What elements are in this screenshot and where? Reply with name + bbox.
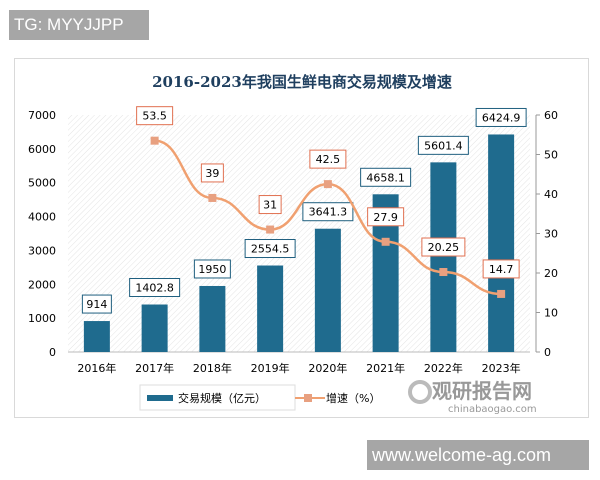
bar xyxy=(141,304,168,352)
legend-line-label: 增速（%） xyxy=(326,391,380,405)
bar-label: 3641.3 xyxy=(309,206,348,219)
bar xyxy=(199,285,226,352)
x-tick: 2020年 xyxy=(308,361,347,375)
bar-label-box xyxy=(244,239,296,259)
svg-text:观研报告网: 观研报告网 xyxy=(432,379,532,403)
line-point xyxy=(381,237,390,246)
line-point xyxy=(323,180,332,189)
line-point xyxy=(208,193,217,202)
line-point xyxy=(266,225,275,234)
bar-label: 2554.5 xyxy=(251,243,290,256)
y-left-tick: 5000 xyxy=(28,177,56,190)
bar-label: 1950 xyxy=(198,263,226,276)
bar-label: 4658.1 xyxy=(366,171,405,184)
line-label: 39 xyxy=(205,167,219,180)
y-left-tick: 1000 xyxy=(28,312,56,325)
watermark-top: TG: MYYJJPP xyxy=(9,10,149,40)
y-right-tick: 10 xyxy=(544,307,558,320)
line-label-box xyxy=(367,207,405,227)
y-right-tick: 40 xyxy=(544,188,558,201)
bar-label: 5601.4 xyxy=(424,139,463,152)
line-label-box xyxy=(421,237,466,257)
chart-frame xyxy=(14,58,589,418)
y-left-tick: 7000 xyxy=(28,109,56,122)
bar xyxy=(257,265,284,352)
y-left-tick: 2000 xyxy=(28,278,56,291)
line-label-box xyxy=(136,106,174,126)
line-label-box xyxy=(200,163,224,183)
bar-label-box xyxy=(81,294,112,314)
line-label: 27.9 xyxy=(373,211,398,224)
line-label: 53.5 xyxy=(142,110,167,123)
y-right-tick: 50 xyxy=(544,149,558,162)
y-right-tick: 20 xyxy=(544,267,558,280)
bar-label-box xyxy=(475,107,527,127)
bar-label-box xyxy=(129,278,181,298)
y-left-tick: 0 xyxy=(49,346,56,359)
bar xyxy=(83,321,110,352)
line-label-box xyxy=(258,195,282,215)
watermark-bottom: www.welcome-ag.com xyxy=(367,440,589,470)
x-tick: 2016年 xyxy=(77,361,116,375)
bar-label-box xyxy=(417,135,469,155)
line-label-box xyxy=(482,259,520,279)
x-tick: 2021年 xyxy=(366,361,405,375)
line-point xyxy=(497,289,506,298)
y-right-tick: 30 xyxy=(544,228,558,241)
line-label: 14.7 xyxy=(489,263,514,276)
x-tick: 2023年 xyxy=(482,361,521,375)
line-label: 42.5 xyxy=(316,153,341,166)
bar-label: 6424.9 xyxy=(482,111,521,124)
legend-bar-label: 交易规模（亿元） xyxy=(178,391,266,405)
x-tick: 2018年 xyxy=(193,361,232,375)
line-label: 20.25 xyxy=(428,241,460,254)
y-left-tick: 6000 xyxy=(28,143,56,156)
y-left-tick: 3000 xyxy=(28,244,56,257)
bar xyxy=(488,134,515,352)
line-label-box xyxy=(309,149,347,169)
legend-line-marker xyxy=(304,394,312,402)
x-tick: 2019年 xyxy=(251,361,290,375)
bar-label-box xyxy=(360,167,412,187)
legend-bar-swatch xyxy=(147,395,173,401)
line-label: 31 xyxy=(263,199,277,212)
bar xyxy=(314,228,341,352)
y-right-tick: 0 xyxy=(544,346,551,359)
bar-label: 1402.8 xyxy=(135,282,174,295)
line-point xyxy=(150,136,159,145)
y-left-tick: 4000 xyxy=(28,211,56,224)
bar-label: 914 xyxy=(86,298,107,311)
x-tick: 2017年 xyxy=(135,361,174,375)
bar-label-box xyxy=(302,202,354,222)
x-tick: 2022年 xyxy=(424,361,463,375)
chart-title: 2016-2023年我国生鲜电商交易规模及增速 xyxy=(152,73,452,91)
bar-label-box xyxy=(193,259,231,279)
logo-watermark: 观研报告网 chinabaogao.com xyxy=(408,379,537,415)
legend: 交易规模（亿元） 增速（%） xyxy=(139,384,380,411)
bar xyxy=(430,162,457,352)
svg-text:chinabaogao.com: chinabaogao.com xyxy=(448,404,537,415)
line-point xyxy=(439,268,448,277)
y-right-tick: 60 xyxy=(544,109,558,122)
